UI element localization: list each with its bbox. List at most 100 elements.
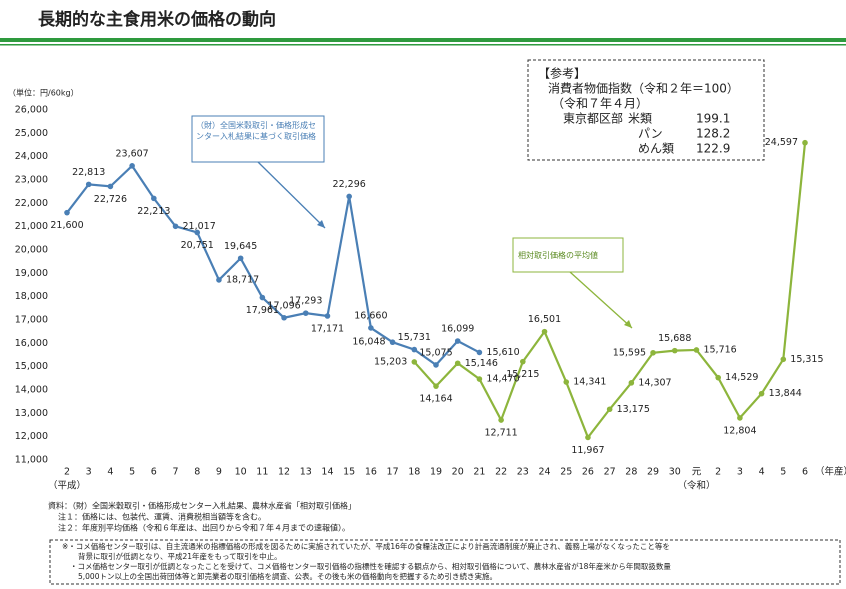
callout-text: 相対取引価格の平均値 <box>518 251 598 260</box>
point <box>172 223 179 230</box>
y-tick-label: 13,000 <box>15 408 48 419</box>
x-tick-label: 8 <box>194 467 200 478</box>
value-label: 15,146 <box>465 358 498 369</box>
point <box>693 347 700 353</box>
x-tick-label: 4 <box>107 467 113 478</box>
point <box>737 415 743 421</box>
x-tick-label: 28 <box>625 467 637 478</box>
point <box>411 346 418 353</box>
arrow-head <box>317 220 325 228</box>
value-label: 17,961 <box>246 305 279 316</box>
x-tick-label: 25 <box>560 467 572 478</box>
value-label: 21,017 <box>183 221 216 232</box>
value-label: 14,470 <box>486 374 519 385</box>
point <box>520 358 526 365</box>
x-tick-label: 9 <box>216 467 222 478</box>
y-tick-label: 26,000 <box>15 105 48 116</box>
point <box>498 417 504 423</box>
y-tick-label: 11,000 <box>15 455 48 466</box>
x-tick-label: 22 <box>495 467 507 478</box>
point <box>433 362 439 368</box>
note: ・コメ価格センター取引が低調となったことを受けて、コメ価格センター取引価格の指標… <box>70 561 671 571</box>
point <box>476 349 483 356</box>
source-note: 注２：年度別平均価格（令和６年産は、出回りから令和７年４月までの速報値）。 <box>58 523 350 533</box>
point <box>802 139 808 146</box>
value-label: 15,610 <box>486 347 519 358</box>
x-tick-label: 27 <box>604 467 616 478</box>
x-tick-label: 18 <box>408 467 420 478</box>
unit-label: （単位：円/60kg） <box>8 88 79 98</box>
x-tick-label: 12 <box>278 467 290 478</box>
x-unit: （年産） <box>815 466 846 478</box>
x-tick-label: 26 <box>582 467 594 478</box>
callout-text: （財）全国米穀取引・価格形成センター入札結果に基づく取引価格 <box>196 121 316 142</box>
value-label: 16,501 <box>528 314 561 325</box>
value-label: 17,171 <box>311 324 344 335</box>
point <box>107 183 114 190</box>
x-tick-label: 24 <box>538 467 550 478</box>
x-tick-label: 7 <box>173 467 179 478</box>
point <box>194 229 201 236</box>
x-tick-label: 30 <box>669 467 681 478</box>
y-tick-label: 14,000 <box>15 385 48 396</box>
x-tick-label: 15 <box>343 467 355 478</box>
x-tick-label: 19 <box>430 467 442 478</box>
point <box>758 390 765 397</box>
y-tick-label: 25,000 <box>15 128 48 139</box>
point <box>650 349 656 356</box>
value-label: 15,688 <box>658 333 691 344</box>
point <box>259 294 266 301</box>
era-label: （平成） <box>48 480 86 492</box>
ref-area: 東京都区部 <box>563 111 623 126</box>
point <box>563 379 570 385</box>
arrow-head <box>624 320 632 328</box>
value-label: 15,075 <box>419 347 452 358</box>
ref-item: めん類 <box>638 142 674 156</box>
x-tick-label: 16 <box>365 467 377 478</box>
value-label: 12,804 <box>723 425 756 436</box>
point <box>151 195 157 202</box>
value-label: 17,293 <box>289 296 322 307</box>
point <box>346 193 352 200</box>
point <box>281 314 287 321</box>
value-label: 11,967 <box>571 445 604 456</box>
callout-box <box>512 237 624 273</box>
x-tick-label: 17 <box>387 467 399 478</box>
x-tick-label: 11 <box>256 467 268 478</box>
point <box>780 356 787 363</box>
value-label: 15,315 <box>790 354 823 365</box>
x-tick-label: 20 <box>452 467 464 478</box>
y-tick-label: 18,000 <box>15 291 48 302</box>
ref-value: 122.9 <box>696 142 730 156</box>
y-tick-label: 24,000 <box>15 151 48 162</box>
x-tick-label: 2 <box>64 467 70 478</box>
y-tick-label: 21,000 <box>15 221 48 232</box>
x-tick-label: 3 <box>737 467 743 478</box>
value-label: 16,048 <box>352 337 385 348</box>
value-label: 23,607 <box>115 148 148 159</box>
point <box>237 255 244 262</box>
point <box>541 328 548 335</box>
point <box>324 313 331 319</box>
x-tick-label: 23 <box>517 467 529 478</box>
source-note: 注１：価格には、包装代、運賃、消費税相当額等を含む。 <box>58 512 266 522</box>
y-tick-label: 22,000 <box>15 198 48 209</box>
y-tick-label: 15,000 <box>15 361 48 372</box>
point <box>129 163 135 169</box>
x-tick-label: 21 <box>473 467 485 478</box>
value-label: 22,296 <box>333 179 366 190</box>
point <box>64 209 70 216</box>
value-label: 15,203 <box>374 356 407 367</box>
point <box>302 310 309 316</box>
x-tick-label: 5 <box>780 467 786 478</box>
ref-line: （令和７年４月） <box>552 96 648 111</box>
x-tick-label: 29 <box>647 467 659 478</box>
value-label: 18,717 <box>226 274 259 285</box>
point <box>606 406 613 413</box>
callout-box <box>191 115 325 163</box>
point <box>389 339 396 346</box>
header-bar <box>0 38 846 42</box>
value-label: 22,726 <box>94 194 127 205</box>
point <box>715 374 721 381</box>
x-tick-label: 6 <box>151 467 157 478</box>
